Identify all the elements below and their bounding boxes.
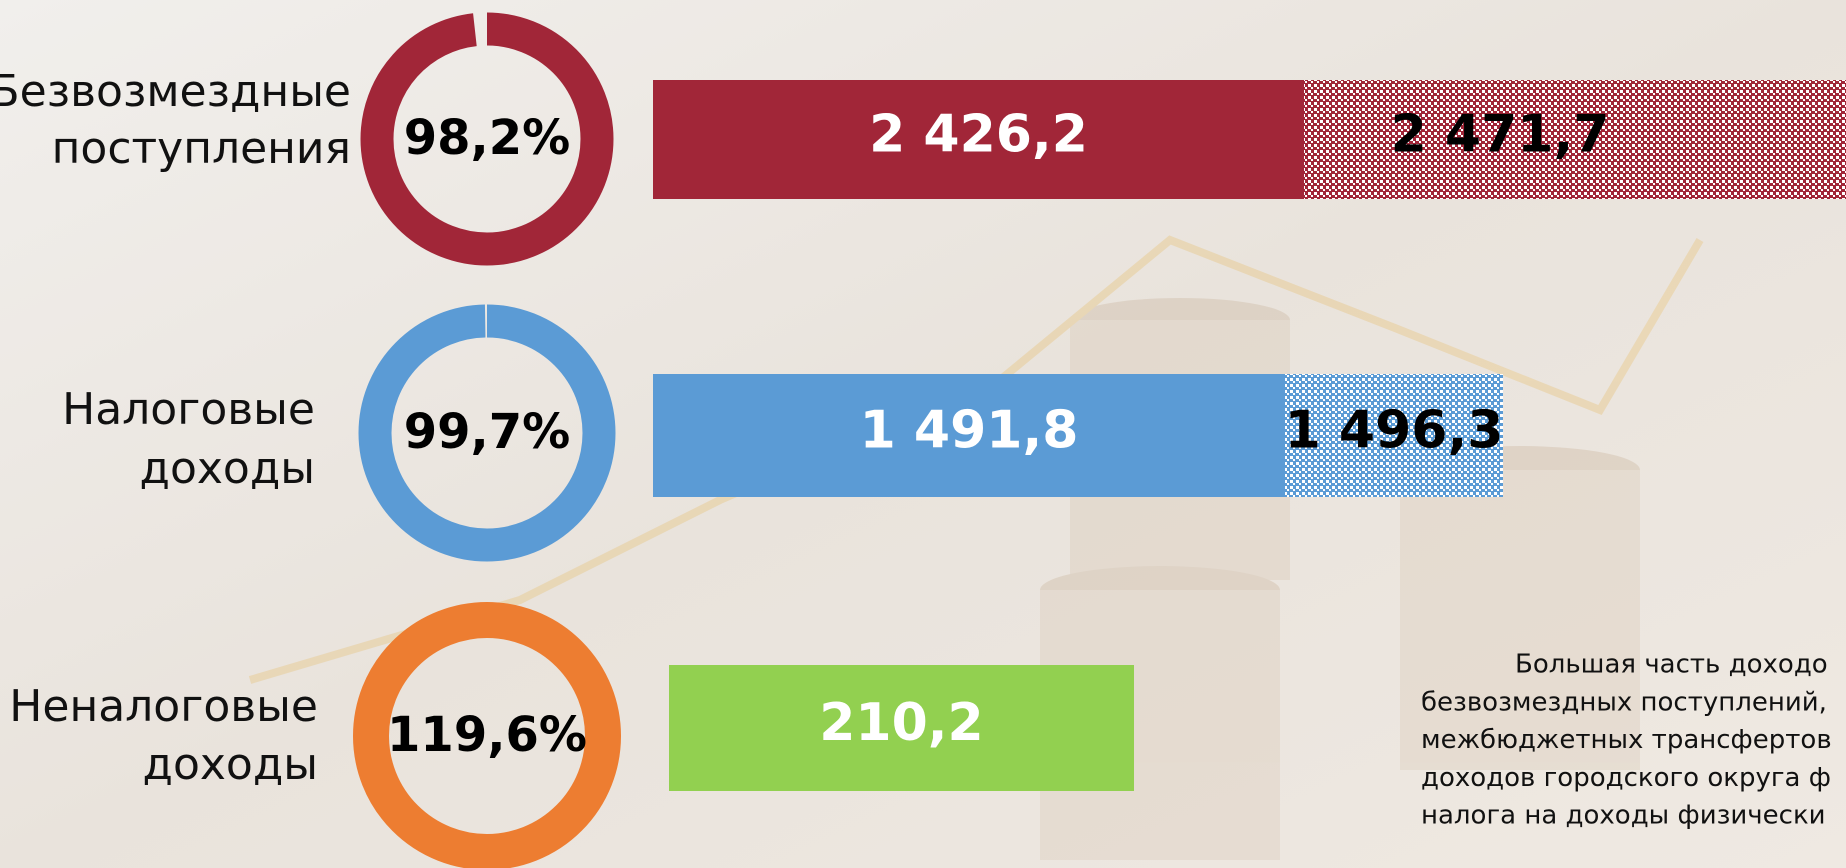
actual-value: 2 426,2: [869, 105, 1088, 165]
donut-percent: 98,2%: [404, 110, 571, 166]
row-label: Налоговые: [62, 384, 315, 435]
note-line: налога на доходы физически: [1421, 801, 1826, 831]
actual-value: 1 491,8: [860, 401, 1079, 461]
actual-value: 210,2: [819, 693, 983, 753]
plan-value: 1 496,3: [1285, 401, 1504, 461]
row-label: доходы: [140, 443, 315, 494]
note-line: Большая часть доходо: [1515, 650, 1828, 680]
slide: Безвозмездные поступления 98,2% 2 426,2 2 47…: [0, 0, 1846, 868]
row-label: Неналоговые: [9, 681, 318, 732]
row-label: поступления: [52, 123, 351, 174]
donut-percent: 119,6%: [387, 707, 587, 763]
note-line: доходов городского округа ф: [1421, 763, 1831, 793]
plan-value: 2 471,7: [1391, 105, 1610, 165]
donut-percent: 99,7%: [404, 404, 571, 460]
note-line: межбюджетных трансфертов: [1421, 725, 1832, 755]
row-label: доходы: [143, 739, 318, 790]
note-line: безвозмездных поступлений,: [1421, 687, 1827, 717]
row-label: Безвозмездные: [0, 66, 351, 117]
